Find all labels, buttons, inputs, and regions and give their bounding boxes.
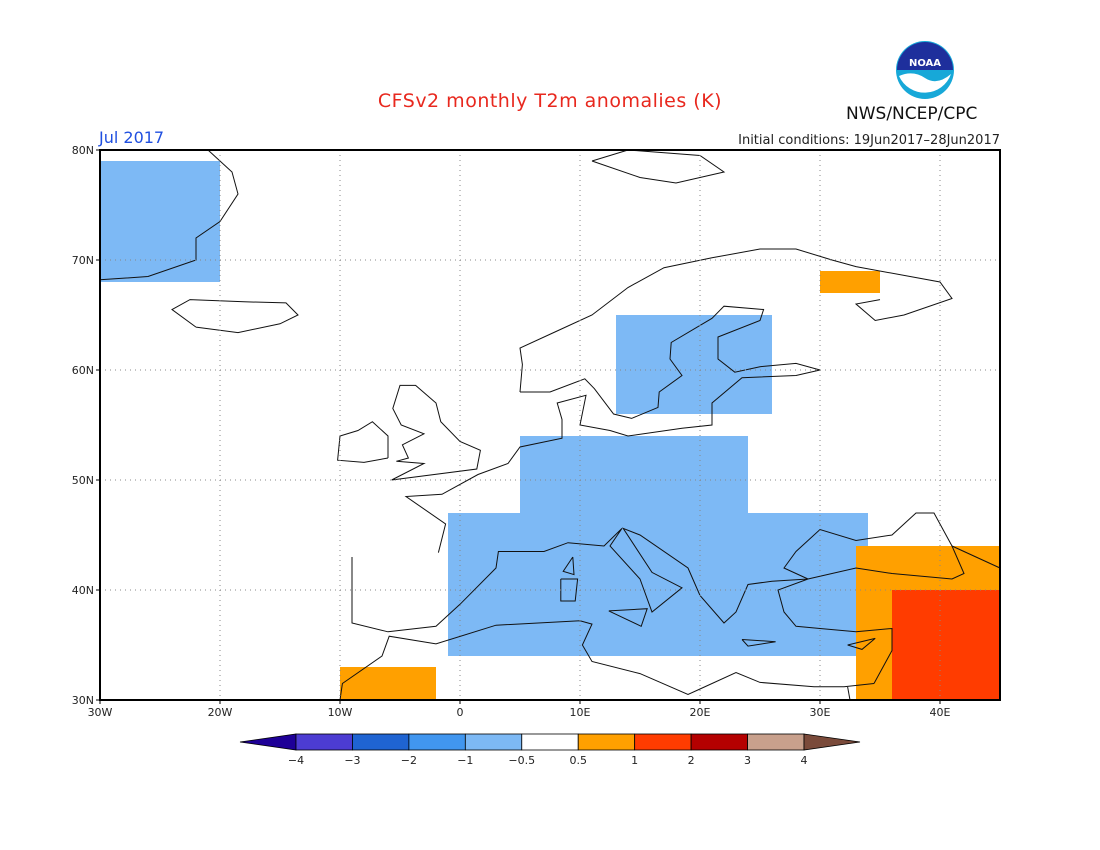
lon-tick-label: 10W — [328, 706, 353, 719]
colorbar-segment — [747, 733, 805, 751]
lat-tick-label: 50N — [72, 474, 94, 487]
coastline — [351, 512, 965, 684]
coastline — [608, 608, 648, 627]
colorbar-segment — [352, 733, 410, 751]
colorbar-segment — [634, 733, 692, 751]
coastline — [339, 620, 875, 701]
colorbar-label: −0.5 — [508, 754, 535, 767]
anomaly-fills — [100, 161, 1000, 700]
anomaly-region — [892, 590, 1000, 700]
colorbar-segment — [408, 733, 466, 751]
coastline — [562, 556, 575, 576]
colorbar-segment — [803, 733, 861, 751]
lon-tick-label: 30W — [88, 706, 113, 719]
gridlines — [100, 150, 1000, 700]
colorbar-label: −3 — [344, 754, 360, 767]
coastline — [951, 545, 1001, 569]
anomaly-region — [820, 271, 880, 293]
colorbar-segment — [464, 733, 523, 751]
coastline — [847, 637, 876, 650]
colorbar-segment — [521, 733, 579, 751]
initial-conditions: Initial conditions: 19Jun2017–28Jun2017 — [738, 133, 1000, 148]
lon-tick-label: 20W — [208, 706, 233, 719]
forecast-month: Jul 2017 — [99, 128, 165, 147]
anomaly-region — [448, 513, 868, 656]
colorbar-label: 4 — [801, 754, 808, 767]
coastline — [591, 149, 726, 184]
agency-label: NWS/NCEP/CPC — [846, 104, 978, 124]
logo-text: NOAA — [909, 58, 941, 69]
colorbar-label: −1 — [457, 754, 473, 767]
coastline — [404, 369, 821, 553]
colorbar-label: 2 — [688, 754, 695, 767]
coastline — [337, 421, 389, 463]
colorbar-label: −4 — [288, 754, 304, 767]
coastline — [560, 578, 579, 602]
axis-ticks: 30W 20W 10W 0 10E 20E 30E 40E 30N 40N 50N 60N 70N 80N — [72, 144, 951, 719]
colorbar-segment — [577, 733, 636, 751]
coastline — [741, 639, 776, 647]
map-frame — [99, 149, 1001, 701]
lat-tick-label: 80N — [72, 144, 94, 157]
lon-tick-label: 30E — [810, 706, 831, 719]
lon-tick-label: 10E — [570, 706, 591, 719]
lat-tick-label: 60N — [72, 364, 94, 377]
colorbar-label: −2 — [401, 754, 417, 767]
coastline — [99, 149, 239, 281]
colorbar-label: 0.5 — [569, 754, 587, 767]
chart-title: CFSv2 monthly T2m anomalies (K) — [377, 90, 723, 112]
coastline — [847, 686, 851, 701]
coastline — [391, 384, 481, 481]
colorbar-segment — [239, 733, 297, 751]
anomaly-region — [616, 315, 772, 414]
colorbar-label: 1 — [631, 754, 638, 767]
coastline — [519, 248, 953, 393]
lon-tick-label: 40E — [930, 706, 951, 719]
colorbar-label: 3 — [744, 754, 751, 767]
lon-tick-label: 20E — [690, 706, 711, 719]
lat-tick-label: 30N — [72, 694, 94, 707]
anomaly-region — [100, 161, 220, 282]
anomaly-region — [340, 667, 436, 700]
anomaly-region — [520, 436, 748, 535]
coastline — [171, 299, 299, 334]
colorbar: −4 −3 −2 −1 −0.5 0.5 1 2 3 4 — [239, 733, 861, 767]
colorbar-segment — [295, 733, 353, 751]
coastlines — [99, 149, 1001, 701]
noaa-logo: NOAA — [896, 41, 954, 99]
lat-tick-label: 70N — [72, 254, 94, 267]
lat-tick-label: 40N — [72, 584, 94, 597]
colorbar-segment — [690, 733, 748, 751]
coastline — [520, 305, 821, 419]
lon-tick-label: 0 — [457, 706, 464, 719]
